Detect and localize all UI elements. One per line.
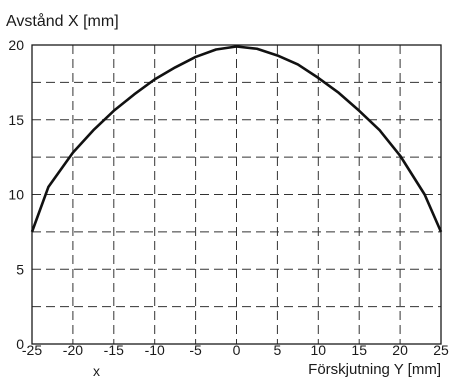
grid [32,45,441,344]
x-axis-label: Förskjutning Y [mm] [308,361,441,378]
x-tick-label: -15 [104,342,124,358]
series-line [30,45,443,233]
x-tick-label: -20 [63,342,83,358]
y-tick-label: 5 [16,261,24,277]
x-tick-label: -10 [145,342,165,358]
plot-frame [31,44,442,345]
corner-x-label: x [93,363,100,379]
x-tick-label: 0 [233,342,241,358]
x-tick-label: -5 [189,342,202,358]
x-tick-label: -25 [22,342,42,358]
x-tick-label: 5 [274,342,282,358]
x-tick-label: 15 [351,342,367,358]
x-tick-label: 20 [392,342,408,358]
y-tick-label: 10 [8,187,24,203]
y-tick-label: 0 [16,336,24,352]
y-axis-label: Avstånd X [mm] [6,12,119,30]
x-tick-label: 25 [433,342,449,358]
y-tick-label: 15 [8,112,24,128]
y-tick-label: 20 [8,37,24,53]
x-tick-label: 10 [311,342,327,358]
tick-labels: -25 -20 -15 -10 -5 0 5 10 15 20 25 0 5 10 15 20 [8,37,449,358]
